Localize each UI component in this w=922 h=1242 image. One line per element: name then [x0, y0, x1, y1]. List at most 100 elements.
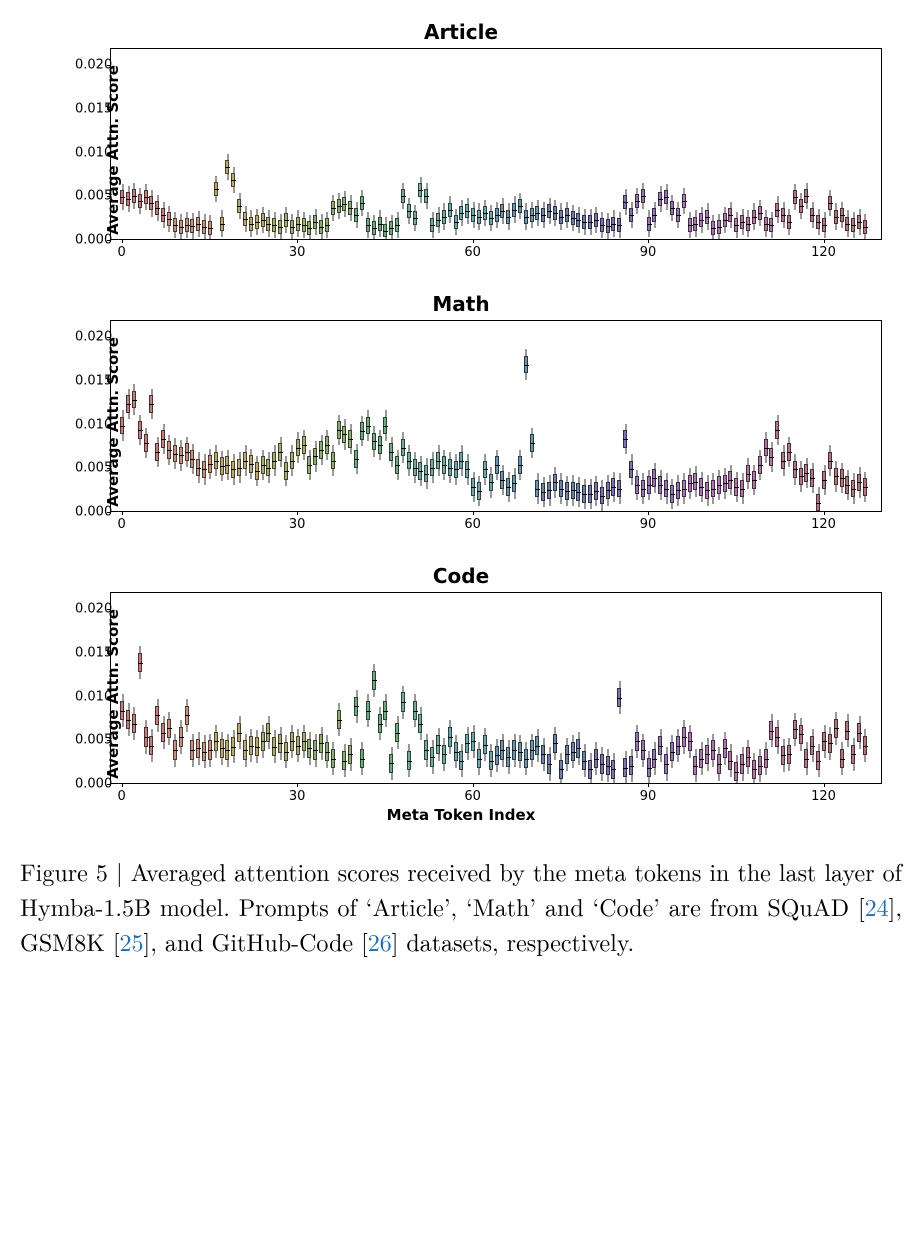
boxplot-item: [845, 321, 850, 511]
x-tick-label: 30: [289, 789, 306, 804]
boxplot-item: [512, 49, 517, 239]
boxplot-item: [307, 49, 312, 239]
boxplot-item: [670, 49, 675, 239]
boxplot-item: [436, 49, 441, 239]
boxplot-item: [220, 593, 225, 783]
boxplot-item: [179, 593, 184, 783]
boxplot-item: [512, 593, 517, 783]
y-tick-label: 0.000: [75, 777, 107, 792]
boxplot-item: [448, 49, 453, 239]
boxplot-item: [208, 593, 213, 783]
boxplot-item: [688, 49, 693, 239]
boxplot-item: [682, 321, 687, 511]
caption-text-3: ], and GitHub-Code [: [144, 924, 368, 958]
boxplot-item: [495, 49, 500, 239]
x-tick-label: 90: [640, 517, 657, 532]
boxplot-item: [787, 49, 792, 239]
boxplot-item: [307, 321, 312, 511]
boxplot-item: [120, 49, 125, 239]
boxplot-item: [372, 593, 377, 783]
boxplot-item: [524, 49, 529, 239]
boxplot-item: [863, 593, 868, 783]
panel-title: Math: [20, 292, 902, 316]
boxplot-item: [202, 321, 207, 511]
boxplot-item: [296, 49, 301, 239]
boxplot-item: [629, 593, 634, 783]
boxplot-item: [541, 49, 546, 239]
plot-area: [110, 592, 882, 784]
boxplot-item: [851, 321, 856, 511]
chart-panel-math: MathAverage Attn. Score0.0000.0050.0100.…: [20, 292, 902, 552]
boxplot-item: [582, 593, 587, 783]
boxplot-layer: [111, 321, 881, 511]
x-tick-label: 60: [464, 789, 481, 804]
boxplot-item: [728, 321, 733, 511]
boxplot-item: [179, 49, 184, 239]
boxplot-item: [179, 321, 184, 511]
boxplot-item: [816, 321, 821, 511]
boxplot-item: [676, 321, 681, 511]
boxplot-item: [489, 49, 494, 239]
boxplot-item: [635, 49, 640, 239]
boxplot-item: [272, 321, 277, 511]
boxplot-item: [717, 321, 722, 511]
boxplot-item: [167, 49, 172, 239]
boxplot-item: [389, 593, 394, 783]
boxplot-item: [430, 321, 435, 511]
boxplot-item: [413, 49, 418, 239]
boxplot-item: [734, 593, 739, 783]
boxplot-item: [594, 49, 599, 239]
boxplot-item: [571, 321, 576, 511]
boxplot-item: [769, 593, 774, 783]
boxplot-item: [828, 593, 833, 783]
boxplot-item: [606, 593, 611, 783]
boxplot-item: [477, 49, 482, 239]
boxplot-item: [459, 321, 464, 511]
boxplot-item: [196, 593, 201, 783]
boxplot-item: [366, 49, 371, 239]
boxplot-item: [126, 593, 131, 783]
boxplot-item: [840, 593, 845, 783]
boxplot-item: [407, 593, 412, 783]
boxplot-item: [623, 593, 628, 783]
boxplot-item: [664, 321, 669, 511]
boxplot-item: [284, 49, 289, 239]
boxplot-item: [126, 49, 131, 239]
boxplot-item: [319, 321, 324, 511]
citation-26[interactable]: 26: [368, 924, 392, 958]
boxplot-item: [383, 49, 388, 239]
boxplot-item: [705, 49, 710, 239]
boxplot-item: [582, 321, 587, 511]
boxplot-item: [688, 321, 693, 511]
y-tick-label: 0.015: [75, 102, 107, 117]
boxplot-item: [144, 321, 149, 511]
x-tick-label: 120: [811, 517, 836, 532]
boxplot-item: [302, 593, 307, 783]
citation-25[interactable]: 25: [120, 924, 144, 958]
y-tick-label: 0.000: [75, 233, 107, 248]
boxplot-item: [670, 593, 675, 783]
boxplot-item: [652, 49, 657, 239]
boxplot-item: [582, 49, 587, 239]
boxplot-item: [822, 49, 827, 239]
boxplot-item: [816, 593, 821, 783]
panel-title: Article: [20, 20, 902, 44]
boxplot-item: [793, 49, 798, 239]
boxplot-item: [535, 593, 540, 783]
boxplot-item: [764, 321, 769, 511]
citation-24[interactable]: 24: [865, 889, 889, 923]
boxplot-item: [728, 593, 733, 783]
boxplot-item: [173, 321, 178, 511]
boxplot-item: [325, 49, 330, 239]
boxplot-item: [483, 593, 488, 783]
boxplot-item: [325, 321, 330, 511]
boxplot-item: [834, 593, 839, 783]
boxplot-item: [635, 593, 640, 783]
boxplot-item: [459, 49, 464, 239]
y-tick-label: 0.020: [75, 602, 107, 617]
boxplot-item: [161, 49, 166, 239]
boxplot-item: [290, 49, 295, 239]
boxplot-item: [530, 49, 535, 239]
boxplot-item: [261, 321, 266, 511]
boxplot-item: [272, 49, 277, 239]
